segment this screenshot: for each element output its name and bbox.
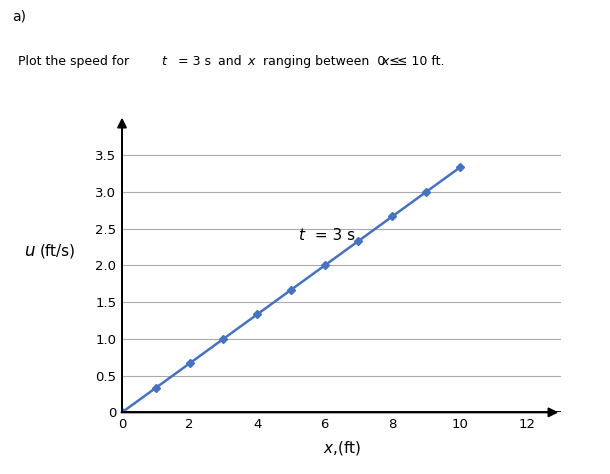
Text: (ft/s): (ft/s) <box>40 243 76 258</box>
Text: ranging between  0 ≤: ranging between 0 ≤ <box>259 55 404 68</box>
Text: x: x <box>381 55 389 68</box>
Text: ≤ 10 ft.: ≤ 10 ft. <box>393 55 445 68</box>
Text: $t$: $t$ <box>298 228 306 244</box>
Text: t: t <box>162 55 167 68</box>
Text: a): a) <box>12 9 26 24</box>
Text: Plot the speed for: Plot the speed for <box>18 55 134 68</box>
Text: = 3 s: = 3 s <box>309 228 354 244</box>
Text: $u$: $u$ <box>24 242 36 260</box>
Text: x: x <box>247 55 254 68</box>
X-axis label: $x$,(ft): $x$,(ft) <box>323 439 361 457</box>
Text: = 3 s: = 3 s <box>174 55 211 68</box>
Text: and: and <box>210 55 246 68</box>
